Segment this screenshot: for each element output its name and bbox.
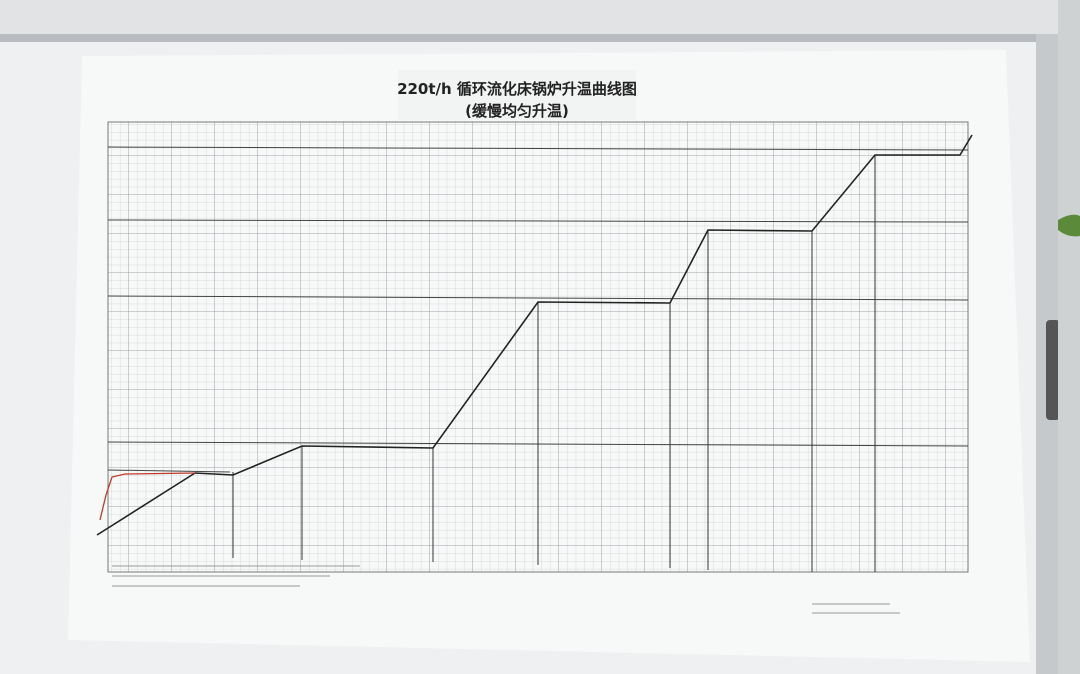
footer-notes (112, 565, 900, 614)
red-curve (99, 472, 196, 521)
temperature-curve (96, 134, 973, 536)
board-clip (1046, 320, 1060, 420)
board-frame-top (0, 34, 1058, 42)
title-box (398, 70, 636, 120)
plant-leaf (1058, 214, 1080, 237)
chart-title: 220t/h 循环流化床锅炉升温曲线图 (397, 80, 637, 98)
phase-lines (232, 155, 876, 572)
background-right (1058, 0, 1080, 674)
chart-subtitle: (缓慢均匀升温) (465, 102, 569, 120)
